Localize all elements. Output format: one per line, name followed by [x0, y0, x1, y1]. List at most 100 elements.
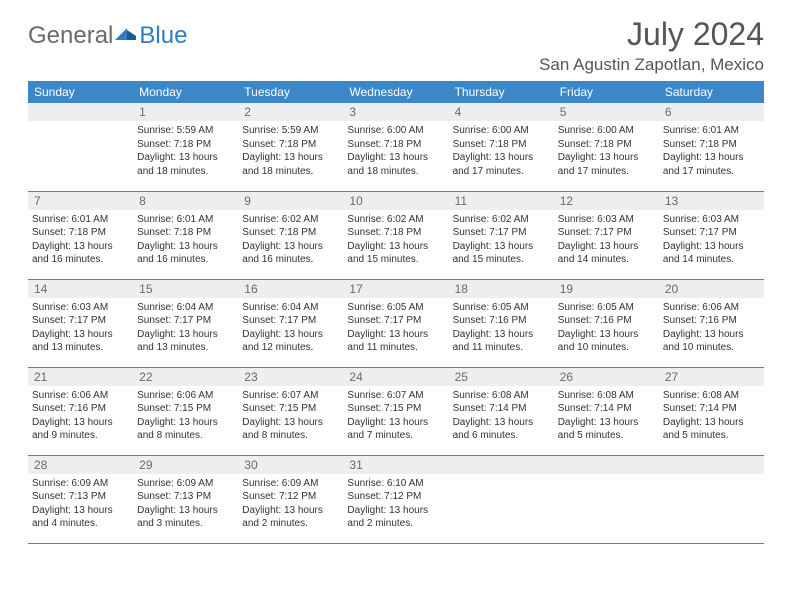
week-row: 7Sunrise: 6:01 AMSunset: 7:18 PMDaylight…	[28, 191, 764, 279]
day-cell: 8Sunrise: 6:01 AMSunset: 7:18 PMDaylight…	[133, 191, 238, 279]
day-cell: 11Sunrise: 6:02 AMSunset: 7:17 PMDayligh…	[449, 191, 554, 279]
day-content: Sunrise: 6:05 AMSunset: 7:16 PMDaylight:…	[449, 298, 554, 358]
day-content: Sunrise: 6:00 AMSunset: 7:18 PMDaylight:…	[449, 121, 554, 181]
day-number	[449, 456, 554, 474]
day-content: Sunrise: 6:05 AMSunset: 7:17 PMDaylight:…	[343, 298, 448, 358]
day-cell: 4Sunrise: 6:00 AMSunset: 7:18 PMDaylight…	[449, 103, 554, 191]
day-number: 3	[343, 103, 448, 121]
day-number: 6	[659, 103, 764, 121]
day-number: 30	[238, 456, 343, 474]
day-number: 14	[28, 280, 133, 298]
dow-thursday: Thursday	[449, 81, 554, 103]
day-content: Sunrise: 6:04 AMSunset: 7:17 PMDaylight:…	[133, 298, 238, 358]
day-cell: 14Sunrise: 6:03 AMSunset: 7:17 PMDayligh…	[28, 279, 133, 367]
day-cell: 22Sunrise: 6:06 AMSunset: 7:15 PMDayligh…	[133, 367, 238, 455]
day-number: 8	[133, 192, 238, 210]
week-row: 28Sunrise: 6:09 AMSunset: 7:13 PMDayligh…	[28, 455, 764, 543]
dow-row: Sunday Monday Tuesday Wednesday Thursday…	[28, 81, 764, 103]
empty-cell	[449, 455, 554, 543]
dow-sunday: Sunday	[28, 81, 133, 103]
day-number: 26	[554, 368, 659, 386]
day-cell: 27Sunrise: 6:08 AMSunset: 7:14 PMDayligh…	[659, 367, 764, 455]
day-content: Sunrise: 6:02 AMSunset: 7:18 PMDaylight:…	[343, 210, 448, 270]
day-content: Sunrise: 6:07 AMSunset: 7:15 PMDaylight:…	[343, 386, 448, 446]
day-number: 16	[238, 280, 343, 298]
day-number: 1	[133, 103, 238, 121]
day-content: Sunrise: 6:00 AMSunset: 7:18 PMDaylight:…	[554, 121, 659, 181]
day-number: 15	[133, 280, 238, 298]
day-content: Sunrise: 6:01 AMSunset: 7:18 PMDaylight:…	[133, 210, 238, 270]
day-content: Sunrise: 6:04 AMSunset: 7:17 PMDaylight:…	[238, 298, 343, 358]
day-number: 22	[133, 368, 238, 386]
day-number: 7	[28, 192, 133, 210]
dow-monday: Monday	[133, 81, 238, 103]
day-number: 19	[554, 280, 659, 298]
day-cell: 17Sunrise: 6:05 AMSunset: 7:17 PMDayligh…	[343, 279, 448, 367]
day-number: 20	[659, 280, 764, 298]
day-number: 28	[28, 456, 133, 474]
week-row: 1Sunrise: 5:59 AMSunset: 7:18 PMDaylight…	[28, 103, 764, 191]
header: General Blue July 2024 San Agustin Zapot…	[28, 16, 764, 75]
day-cell: 25Sunrise: 6:08 AMSunset: 7:14 PMDayligh…	[449, 367, 554, 455]
brand-flag-icon	[115, 25, 137, 48]
day-content: Sunrise: 6:02 AMSunset: 7:17 PMDaylight:…	[449, 210, 554, 270]
day-content: Sunrise: 6:06 AMSunset: 7:15 PMDaylight:…	[133, 386, 238, 446]
week-row: 14Sunrise: 6:03 AMSunset: 7:17 PMDayligh…	[28, 279, 764, 367]
day-content: Sunrise: 6:08 AMSunset: 7:14 PMDaylight:…	[449, 386, 554, 446]
day-content: Sunrise: 6:03 AMSunset: 7:17 PMDaylight:…	[28, 298, 133, 358]
day-cell: 12Sunrise: 6:03 AMSunset: 7:17 PMDayligh…	[554, 191, 659, 279]
day-number: 12	[554, 192, 659, 210]
day-content: Sunrise: 6:03 AMSunset: 7:17 PMDaylight:…	[554, 210, 659, 270]
day-cell: 16Sunrise: 6:04 AMSunset: 7:17 PMDayligh…	[238, 279, 343, 367]
title-block: July 2024 San Agustin Zapotlan, Mexico	[539, 16, 764, 75]
day-content: Sunrise: 5:59 AMSunset: 7:18 PMDaylight:…	[238, 121, 343, 181]
day-cell: 23Sunrise: 6:07 AMSunset: 7:15 PMDayligh…	[238, 367, 343, 455]
day-number: 11	[449, 192, 554, 210]
day-content: Sunrise: 6:05 AMSunset: 7:16 PMDaylight:…	[554, 298, 659, 358]
calendar-table: Sunday Monday Tuesday Wednesday Thursday…	[28, 81, 764, 544]
day-cell: 10Sunrise: 6:02 AMSunset: 7:18 PMDayligh…	[343, 191, 448, 279]
day-content: Sunrise: 6:08 AMSunset: 7:14 PMDaylight:…	[659, 386, 764, 446]
day-cell: 31Sunrise: 6:10 AMSunset: 7:12 PMDayligh…	[343, 455, 448, 543]
brand-general: General	[28, 22, 113, 50]
day-number: 2	[238, 103, 343, 121]
day-cell: 28Sunrise: 6:09 AMSunset: 7:13 PMDayligh…	[28, 455, 133, 543]
day-content: Sunrise: 6:01 AMSunset: 7:18 PMDaylight:…	[659, 121, 764, 181]
day-content: Sunrise: 6:06 AMSunset: 7:16 PMDaylight:…	[28, 386, 133, 446]
day-number: 27	[659, 368, 764, 386]
day-number	[659, 456, 764, 474]
day-number: 21	[28, 368, 133, 386]
day-cell: 20Sunrise: 6:06 AMSunset: 7:16 PMDayligh…	[659, 279, 764, 367]
day-cell: 5Sunrise: 6:00 AMSunset: 7:18 PMDaylight…	[554, 103, 659, 191]
day-content: Sunrise: 6:03 AMSunset: 7:17 PMDaylight:…	[659, 210, 764, 270]
empty-cell	[659, 455, 764, 543]
page-title: July 2024	[539, 16, 764, 53]
dow-friday: Friday	[554, 81, 659, 103]
day-number: 5	[554, 103, 659, 121]
day-content: Sunrise: 6:09 AMSunset: 7:13 PMDaylight:…	[133, 474, 238, 534]
day-cell: 19Sunrise: 6:05 AMSunset: 7:16 PMDayligh…	[554, 279, 659, 367]
day-content: Sunrise: 6:01 AMSunset: 7:18 PMDaylight:…	[28, 210, 133, 270]
day-content: Sunrise: 6:02 AMSunset: 7:18 PMDaylight:…	[238, 210, 343, 270]
brand-logo: General Blue	[28, 22, 187, 50]
day-cell: 13Sunrise: 6:03 AMSunset: 7:17 PMDayligh…	[659, 191, 764, 279]
day-number: 4	[449, 103, 554, 121]
day-cell: 3Sunrise: 6:00 AMSunset: 7:18 PMDaylight…	[343, 103, 448, 191]
dow-tuesday: Tuesday	[238, 81, 343, 103]
day-number: 23	[238, 368, 343, 386]
day-number: 29	[133, 456, 238, 474]
week-row: 21Sunrise: 6:06 AMSunset: 7:16 PMDayligh…	[28, 367, 764, 455]
day-cell: 21Sunrise: 6:06 AMSunset: 7:16 PMDayligh…	[28, 367, 133, 455]
day-cell: 1Sunrise: 5:59 AMSunset: 7:18 PMDaylight…	[133, 103, 238, 191]
day-cell: 15Sunrise: 6:04 AMSunset: 7:17 PMDayligh…	[133, 279, 238, 367]
brand-blue: Blue	[139, 22, 187, 50]
location-label: San Agustin Zapotlan, Mexico	[539, 55, 764, 75]
day-cell: 2Sunrise: 5:59 AMSunset: 7:18 PMDaylight…	[238, 103, 343, 191]
day-cell: 29Sunrise: 6:09 AMSunset: 7:13 PMDayligh…	[133, 455, 238, 543]
day-number: 13	[659, 192, 764, 210]
day-number: 17	[343, 280, 448, 298]
day-number: 25	[449, 368, 554, 386]
day-cell: 24Sunrise: 6:07 AMSunset: 7:15 PMDayligh…	[343, 367, 448, 455]
day-cell: 18Sunrise: 6:05 AMSunset: 7:16 PMDayligh…	[449, 279, 554, 367]
day-number	[554, 456, 659, 474]
